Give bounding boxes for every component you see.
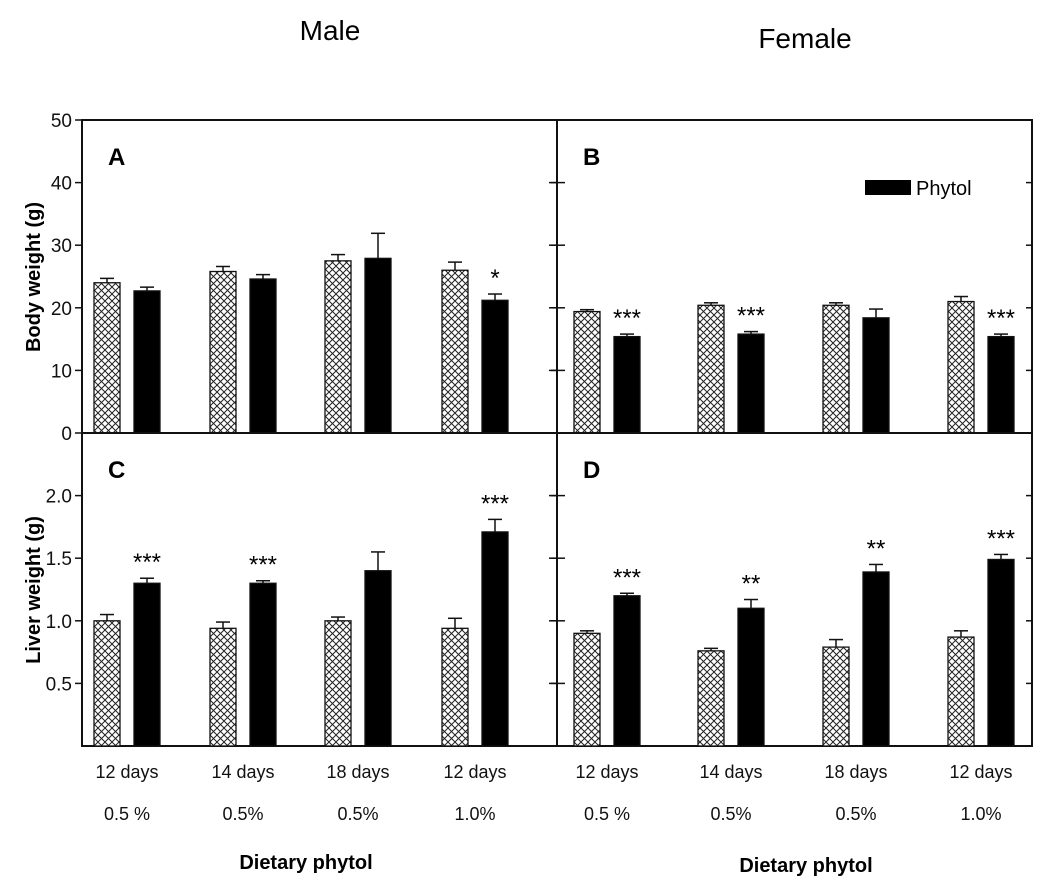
significance-marker: ***	[737, 303, 765, 330]
bar-control	[822, 646, 850, 747]
title-male: Male	[300, 15, 361, 46]
bar-control	[947, 300, 975, 434]
legend-label-phytol: Phytol	[916, 178, 972, 200]
bar-control	[697, 304, 725, 434]
x-category-dose: 0.5%	[835, 804, 876, 824]
x-axis-label-female: Dietary phytol	[739, 855, 872, 877]
significance-marker: ***	[987, 305, 1015, 332]
panel-label: A	[108, 144, 125, 171]
significance-marker: **	[867, 535, 886, 562]
panel-frame	[556, 432, 1033, 747]
bar-phytol	[862, 317, 890, 434]
x-category-days: 12 days	[95, 762, 158, 782]
x-category-days: 18 days	[326, 762, 389, 782]
significance-marker: ***	[481, 490, 509, 517]
y-tick-label: 10	[51, 361, 72, 382]
x-category-days: 12 days	[575, 762, 638, 782]
y-tick-label: 40	[51, 174, 72, 195]
x-category-dose: 0.5%	[710, 804, 751, 824]
panel-label: B	[583, 144, 600, 171]
x-axis-label-male: Dietary phytol	[239, 852, 372, 874]
x-category-dose: 0.5 %	[584, 804, 630, 824]
y-tick-label: 0.5	[46, 674, 72, 695]
bar-phytol	[249, 278, 277, 434]
x-category-days: 12 days	[443, 762, 506, 782]
bar-phytol	[613, 595, 641, 747]
bar-phytol	[987, 335, 1015, 434]
bar-phytol	[737, 333, 765, 434]
bar-phytol	[613, 335, 641, 434]
x-category-dose: 1.0%	[454, 804, 495, 824]
bar-phytol	[737, 607, 765, 747]
significance-marker: ***	[133, 549, 161, 576]
bar-control	[573, 310, 601, 434]
significance-marker: *	[490, 265, 499, 292]
y-tick-label: 30	[51, 236, 72, 257]
bar-control	[573, 632, 601, 747]
x-category-days: 14 days	[211, 762, 274, 782]
x-category-days: 18 days	[824, 762, 887, 782]
x-category-dose: 1.0%	[960, 804, 1001, 824]
bar-control	[441, 269, 469, 434]
bar-phytol	[987, 558, 1015, 747]
significance-marker: ***	[987, 525, 1015, 552]
y-tick-label: 20	[51, 299, 72, 320]
x-category-dose: 0.5 %	[104, 804, 150, 824]
bar-phytol	[481, 299, 509, 434]
x-category-days: 12 days	[949, 762, 1012, 782]
y-axis-label-body: Body weight (g)	[23, 202, 45, 352]
legend-swatch-phytol	[865, 180, 911, 195]
y-tick-label: 50	[51, 111, 72, 132]
significance-marker: ***	[249, 552, 277, 579]
bar-control	[209, 627, 237, 747]
bar-control	[93, 282, 121, 434]
significance-marker: ***	[613, 564, 641, 591]
panel-label: D	[583, 457, 600, 484]
bar-phytol	[133, 582, 161, 747]
y-axis-label-liver: Liver weight (g)	[23, 516, 45, 664]
y-tick-label: 1.0	[46, 612, 72, 633]
bar-control	[697, 650, 725, 747]
bar-control	[209, 270, 237, 434]
x-category-dose: 0.5%	[222, 804, 263, 824]
bar-phytol	[133, 290, 161, 434]
title-female: Female	[758, 23, 851, 54]
y-tick-label: 2.0	[46, 487, 72, 508]
bar-phytol	[862, 571, 890, 747]
x-category-days: 14 days	[699, 762, 762, 782]
significance-marker: ***	[613, 305, 641, 332]
bar-control	[947, 636, 975, 747]
y-tick-label: 0	[61, 424, 72, 445]
bar-phytol	[249, 582, 277, 747]
bar-control	[324, 620, 352, 747]
bar-control	[441, 627, 469, 747]
panel-label: C	[108, 457, 125, 484]
bar-control	[93, 620, 121, 747]
bar-phytol	[364, 257, 392, 434]
y-tick-label: 1.5	[46, 549, 72, 570]
significance-marker: **	[742, 571, 761, 598]
bar-phytol	[364, 570, 392, 747]
bar-phytol	[481, 531, 509, 747]
x-category-dose: 0.5%	[337, 804, 378, 824]
bar-control	[324, 260, 352, 434]
bar-control	[822, 304, 850, 434]
